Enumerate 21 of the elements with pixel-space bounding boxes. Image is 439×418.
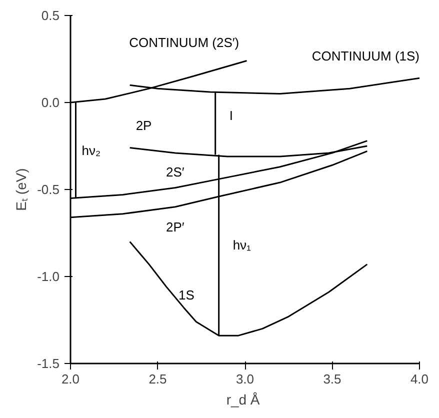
y-axis-title: Eₜ (eV) — [13, 168, 30, 211]
y-tick-label: 0.0 — [41, 95, 60, 110]
series-label: 1S — [178, 287, 195, 302]
y-tick-label: -1.0 — [37, 269, 60, 284]
x-axis-title: r_d Å — [226, 392, 260, 408]
y-tick-label: -0.5 — [37, 182, 60, 197]
x-tick-label: 3.0 — [236, 372, 254, 386]
y-tick-label: 0.5 — [41, 8, 60, 23]
series-label: hν₂ — [82, 142, 101, 158]
series-label: CONTINUUM (1S) — [312, 48, 420, 64]
series-label: hν₁ — [232, 238, 252, 253]
series-label: 2P — [136, 118, 152, 134]
series-label: CONTINUUM (2S′) — [129, 35, 240, 50]
x-tick-label: 2.0 — [61, 372, 80, 386]
x-tick-label: 2.5 — [148, 372, 167, 386]
series-label: 2S′ — [166, 164, 185, 180]
series-label: I — [229, 108, 233, 123]
x-tick-label: 3.5 — [323, 372, 342, 386]
y-tick-label: -1.5 — [37, 356, 60, 371]
series-label: 2P′ — [166, 219, 185, 234]
x-tick-label: 4.0 — [410, 372, 429, 386]
